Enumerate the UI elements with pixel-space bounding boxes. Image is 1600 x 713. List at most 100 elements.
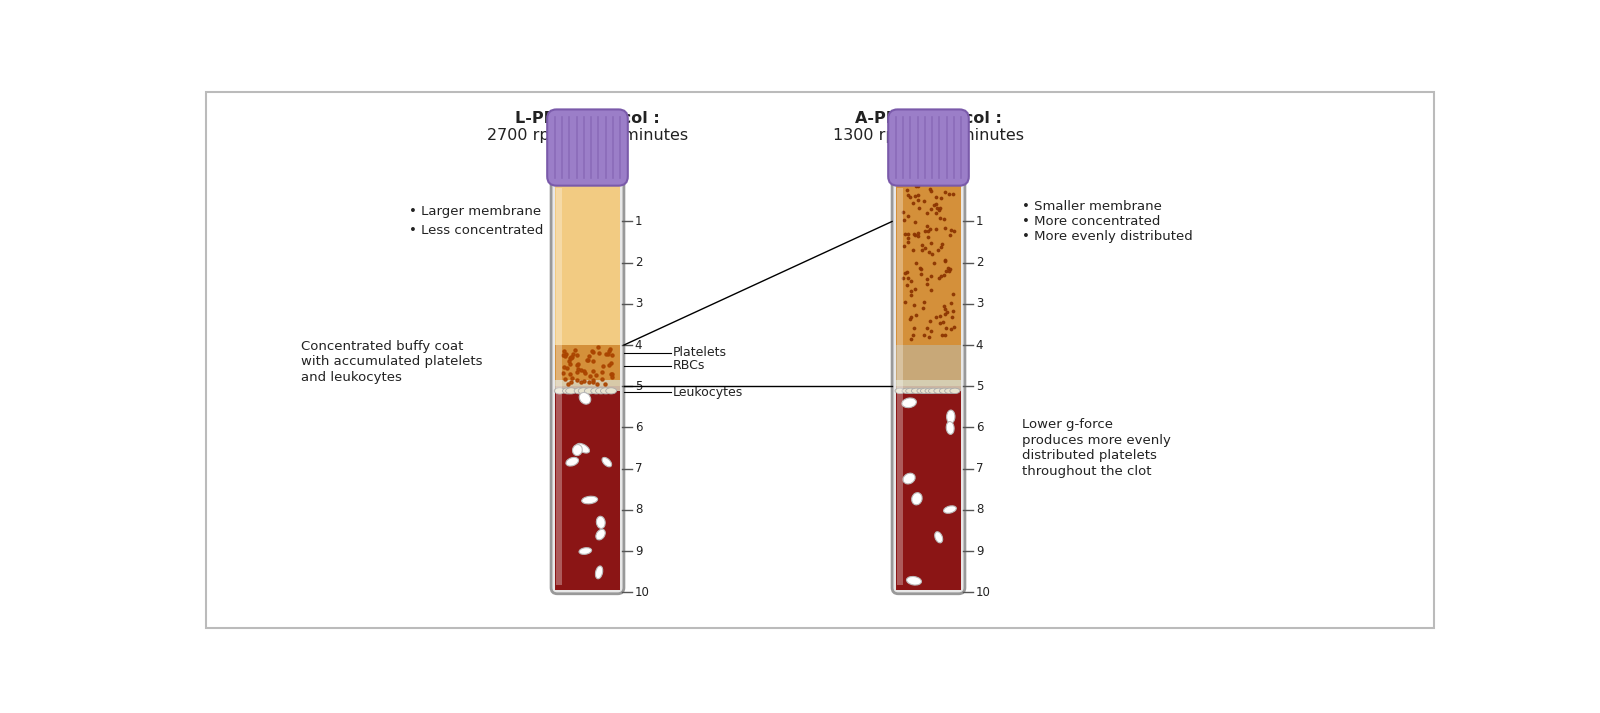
Point <box>941 322 966 333</box>
Bar <box>555 180 621 345</box>
Point <box>568 364 594 376</box>
Point <box>906 227 931 239</box>
Point <box>582 369 608 381</box>
Point <box>936 265 962 277</box>
Point <box>579 365 605 376</box>
Point <box>589 373 614 384</box>
Ellipse shape <box>554 388 565 394</box>
Ellipse shape <box>902 388 912 394</box>
Text: with accumulated platelets: with accumulated platelets <box>301 355 482 369</box>
Ellipse shape <box>595 529 605 540</box>
Point <box>893 297 918 308</box>
Point <box>912 242 938 254</box>
Point <box>578 370 603 381</box>
Point <box>926 272 952 284</box>
Point <box>558 376 584 387</box>
Point <box>894 267 920 278</box>
Text: 9: 9 <box>976 545 984 558</box>
Ellipse shape <box>576 443 589 453</box>
Point <box>923 223 949 235</box>
Text: 1: 1 <box>635 215 642 228</box>
Point <box>906 180 931 192</box>
Point <box>936 188 962 200</box>
Point <box>906 190 931 201</box>
Point <box>592 379 618 390</box>
Bar <box>555 380 621 391</box>
Point <box>893 267 918 278</box>
Bar <box>896 180 962 345</box>
Point <box>901 299 926 310</box>
Point <box>595 359 621 371</box>
Point <box>594 349 619 360</box>
Point <box>933 255 958 266</box>
Point <box>941 306 966 317</box>
Point <box>928 241 954 252</box>
Ellipse shape <box>563 388 573 394</box>
Point <box>939 188 965 199</box>
Point <box>587 347 613 359</box>
Point <box>552 374 578 385</box>
Point <box>934 262 960 274</box>
Text: 2: 2 <box>976 256 984 270</box>
Text: 1: 1 <box>976 215 984 228</box>
Point <box>563 374 589 386</box>
Point <box>915 225 941 237</box>
Point <box>598 371 624 383</box>
Point <box>906 194 931 205</box>
Point <box>933 303 958 314</box>
Point <box>933 255 958 267</box>
Point <box>938 324 963 335</box>
Point <box>938 263 963 275</box>
Ellipse shape <box>946 421 954 434</box>
Bar <box>555 188 562 585</box>
Point <box>598 358 624 369</box>
Point <box>557 355 582 366</box>
Point <box>926 311 952 322</box>
Ellipse shape <box>894 388 906 394</box>
Point <box>576 376 602 388</box>
Point <box>912 195 938 207</box>
Bar <box>896 345 962 386</box>
Text: 2700 rpm for 12 minutes: 2700 rpm for 12 minutes <box>486 128 688 143</box>
Text: 9: 9 <box>635 545 642 558</box>
Point <box>902 190 928 202</box>
Ellipse shape <box>566 458 579 466</box>
Ellipse shape <box>602 458 611 467</box>
Bar <box>896 384 962 590</box>
Text: RBCs: RBCs <box>672 359 706 372</box>
Point <box>931 301 957 312</box>
Text: 5: 5 <box>635 380 642 393</box>
Point <box>925 202 950 214</box>
Text: produces more evenly: produces more evenly <box>1021 434 1170 447</box>
FancyBboxPatch shape <box>547 109 627 185</box>
Point <box>918 248 944 260</box>
Point <box>939 312 965 323</box>
Point <box>902 180 928 192</box>
Point <box>589 366 614 378</box>
Point <box>902 229 928 240</box>
Point <box>901 322 926 333</box>
Ellipse shape <box>573 444 582 456</box>
Point <box>941 225 966 237</box>
Point <box>557 359 582 370</box>
Point <box>926 212 952 224</box>
Point <box>941 289 966 300</box>
Ellipse shape <box>579 392 590 404</box>
Ellipse shape <box>925 388 934 394</box>
Point <box>894 184 920 195</box>
Ellipse shape <box>947 410 955 424</box>
Ellipse shape <box>566 388 576 394</box>
Point <box>915 207 941 218</box>
Point <box>926 204 952 215</box>
Point <box>931 317 957 328</box>
Point <box>909 240 934 251</box>
Point <box>896 190 922 201</box>
Point <box>891 214 917 225</box>
FancyBboxPatch shape <box>550 179 624 594</box>
Ellipse shape <box>906 388 915 394</box>
Text: • More concentrated: • More concentrated <box>1021 215 1160 228</box>
Point <box>923 199 949 210</box>
Ellipse shape <box>934 532 942 543</box>
Ellipse shape <box>907 577 922 585</box>
Ellipse shape <box>600 388 611 394</box>
